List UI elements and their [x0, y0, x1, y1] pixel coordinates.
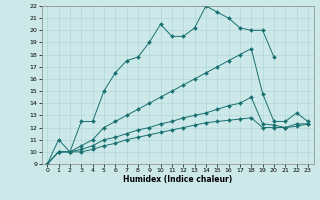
X-axis label: Humidex (Indice chaleur): Humidex (Indice chaleur): [123, 175, 232, 184]
